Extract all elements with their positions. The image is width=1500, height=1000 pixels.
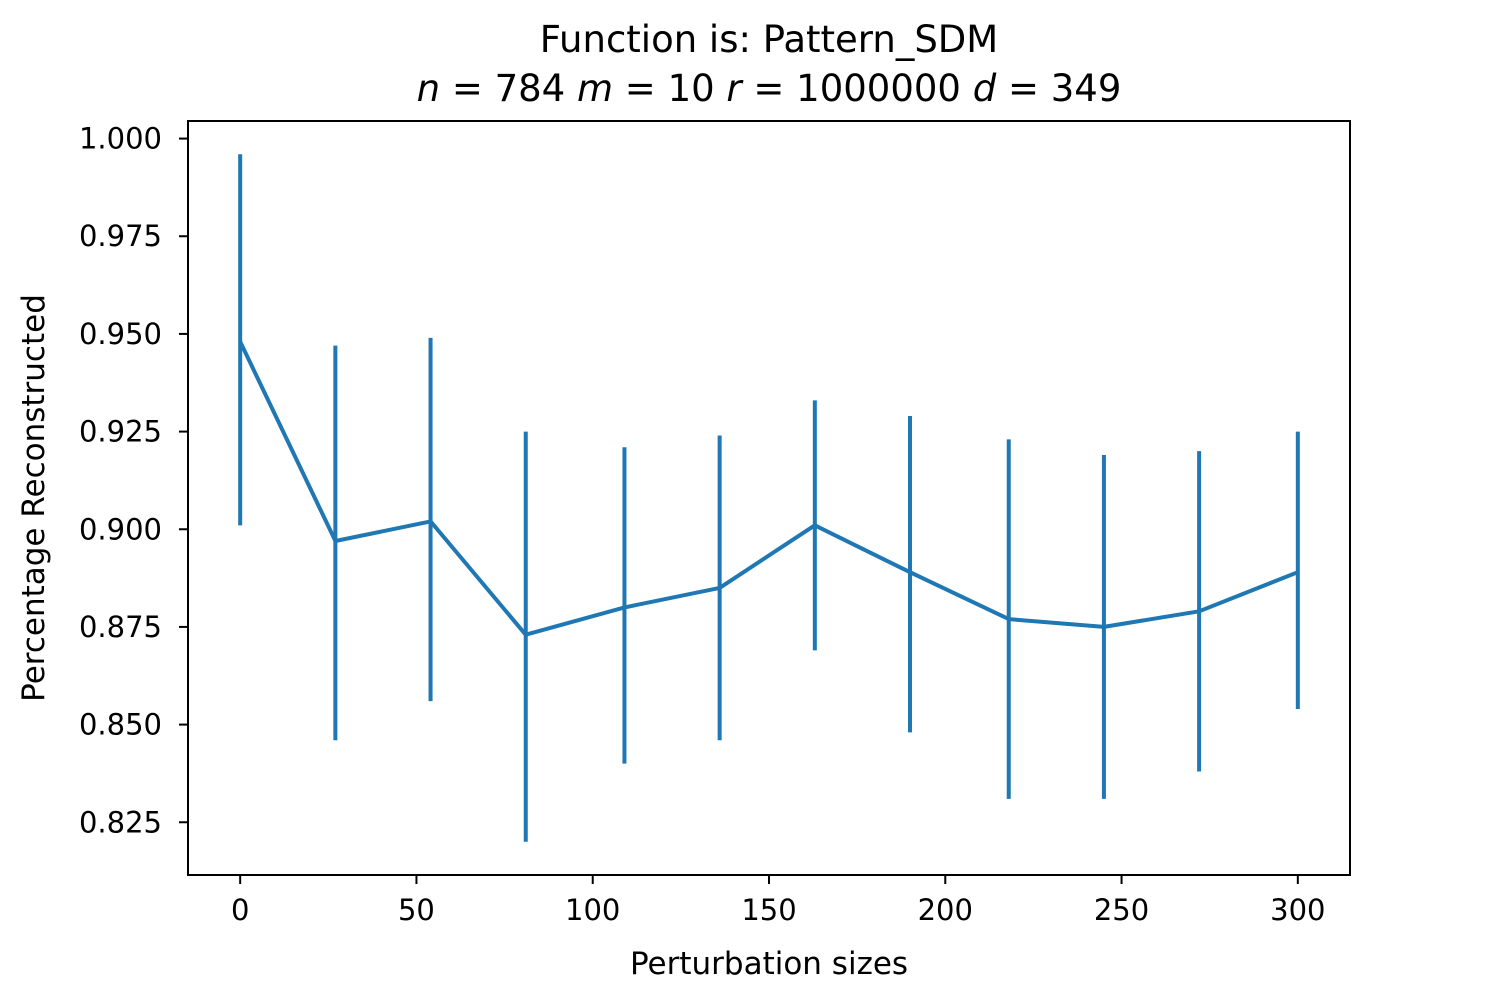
- subtitle-d-var: d: [973, 67, 997, 110]
- y-tick-label: 0.925: [79, 415, 162, 449]
- x-axis: 0 50 100 150 200 250 300: [231, 875, 1326, 927]
- chart-subtitle: n = 784 m = 10 r = 1000000 d = 349: [417, 67, 1122, 110]
- subtitle-d-val: 349: [1051, 67, 1122, 110]
- x-tick-label: 0: [231, 893, 249, 927]
- x-tick-label: 100: [565, 893, 620, 927]
- subtitle-r-val: 1000000: [796, 67, 961, 110]
- x-axis-label: Perturbation sizes: [630, 946, 908, 982]
- y-tick-label: 0.975: [79, 219, 162, 253]
- series-line: [238, 340, 1299, 637]
- y-tick-label: 0.850: [79, 708, 162, 742]
- subtitle-m-val: 10: [668, 67, 715, 110]
- y-tick-label: 0.825: [79, 805, 162, 839]
- y-axis: 0.825 0.850 0.875 0.900 0.925 0.950 0.975 1.000: [79, 122, 188, 839]
- y-tick-label: 0.875: [79, 610, 162, 644]
- subtitle-n-val: 784: [495, 67, 566, 110]
- subtitle-m-var: m: [577, 67, 613, 110]
- x-tick-label: 300: [1270, 893, 1325, 927]
- subtitle-eq: =: [742, 67, 797, 110]
- subtitle-eq: =: [996, 67, 1051, 110]
- chart-title: Function is: Pattern_SDM: [540, 18, 998, 61]
- x-tick-label: 200: [918, 893, 973, 927]
- x-tick-label: 50: [398, 893, 435, 927]
- y-axis-label: Percentage Reconstructed: [16, 294, 52, 702]
- subtitle-eq: =: [613, 67, 668, 110]
- subtitle-r-var: r: [726, 67, 744, 110]
- y-tick-label: 1.000: [79, 122, 162, 156]
- y-tick-label: 0.900: [79, 512, 162, 546]
- x-tick-label: 250: [1094, 893, 1149, 927]
- series-layer: [238, 154, 1300, 842]
- x-tick-label: 150: [741, 893, 796, 927]
- y-tick-label: 0.950: [79, 317, 162, 351]
- subtitle-n-var: n: [417, 67, 440, 110]
- subtitle-eq: =: [440, 67, 495, 110]
